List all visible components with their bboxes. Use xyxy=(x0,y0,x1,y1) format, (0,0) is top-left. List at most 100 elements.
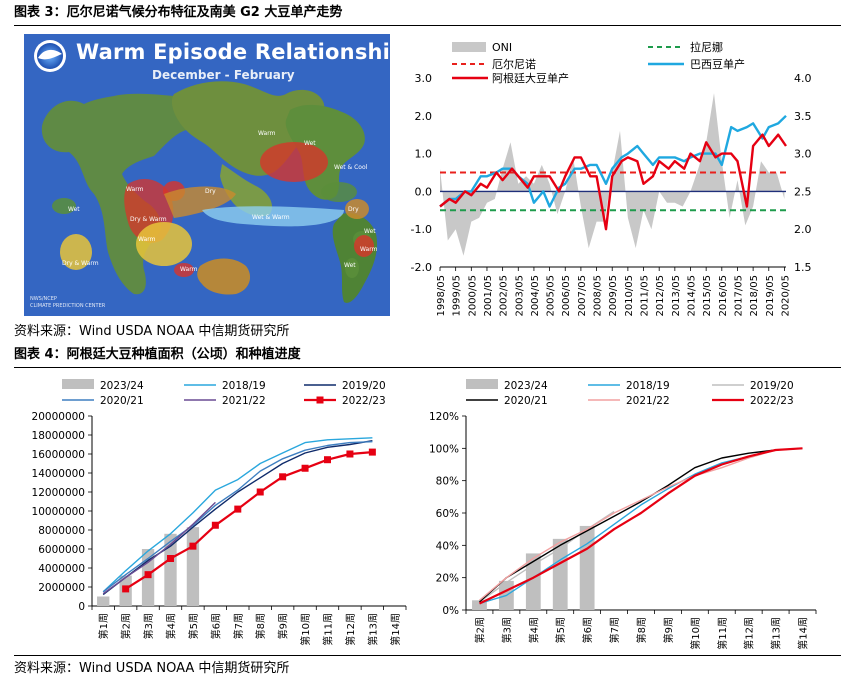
x-tick-label: 2000/05 xyxy=(467,275,478,317)
y-tick-label: 2000000 xyxy=(38,582,85,594)
region-wet-warm-pacific xyxy=(202,206,344,227)
y-left-tick: 0.0 xyxy=(415,185,433,198)
map-title: Warm Episode Relationships xyxy=(76,40,390,64)
region-dry-pacific xyxy=(164,186,236,218)
x-tick-label: 第1周 xyxy=(97,613,110,639)
legend-label: 2019/20 xyxy=(342,380,386,392)
x-tick-label: 第7周 xyxy=(608,617,621,643)
x-tick-label: 2010/05 xyxy=(624,275,635,317)
legend-swatch-oni xyxy=(452,42,486,52)
x-tick-label: 2002/05 xyxy=(499,275,510,317)
x-tick-label: 第8周 xyxy=(635,617,648,643)
map-label-warm-asia: Warm xyxy=(126,186,144,193)
y-tick-label: 4000000 xyxy=(38,563,85,575)
legend-label: 2023/24 xyxy=(100,380,144,392)
marker-2022-23 xyxy=(346,450,354,458)
series-line-2022-23 xyxy=(125,451,373,590)
x-tick-label: 第8周 xyxy=(254,613,267,639)
map-label-dry-warm-africa: Dry & Warm xyxy=(62,260,99,267)
bar-2023-24 xyxy=(552,538,568,610)
series-line-2021-22 xyxy=(102,501,216,595)
figure-3-source: 资料来源：Wind USDA NOAA 中信期货研究所 xyxy=(14,324,290,339)
legend-label: 2023/24 xyxy=(504,380,548,392)
planting-progress-chart: 120% 100% 80% 60% 40% 20% 0% 第2周 第3周 第4周 第5周 第6周 第7周… xyxy=(429,379,817,650)
bar-2023-24 xyxy=(186,527,200,606)
marker-2022-23 xyxy=(368,448,376,456)
series-line-2020-21 xyxy=(102,441,373,593)
x-tick-label: 第3周 xyxy=(500,617,513,643)
region-wet-africa xyxy=(52,198,76,214)
y-tick-label: 8000000 xyxy=(38,525,85,537)
y-tick-label: 120% xyxy=(429,411,459,423)
enso-map: Warm Episode Relationships December - Fe… xyxy=(24,34,390,316)
y-right-tick: 3.5 xyxy=(794,110,812,123)
map-label-dry-warm: Dry & Warm xyxy=(130,216,167,223)
x-tick-label: 第7周 xyxy=(232,613,245,639)
figure-3-title: 图表 3：厄尔尼诺气候分布特征及南美 G2 大豆单产走势 xyxy=(14,5,343,20)
y-right-tick: 1.5 xyxy=(794,261,812,274)
map-label-dry-sa: Dry xyxy=(348,206,359,213)
legend-label: 2020/21 xyxy=(100,395,144,407)
region-dry-warm-australia xyxy=(136,222,192,266)
figure-4-source: 资料来源：Wind USDA NOAA 中信期货研究所 xyxy=(14,661,290,676)
map-label-wet-warm: Wet & Warm xyxy=(252,214,290,221)
y-tick-label: 18000000 xyxy=(32,430,85,442)
x-tick-label: 第3周 xyxy=(142,613,155,639)
x-tick-label: 第14周 xyxy=(389,613,402,646)
y-tick-label: 6000000 xyxy=(38,544,85,556)
y-tick-label: 14000000 xyxy=(32,468,85,480)
bar-2023-24 xyxy=(579,525,595,610)
map-label-wet-sa-south: Wet xyxy=(344,262,356,269)
africa-europe-landmass xyxy=(41,93,190,295)
y-tick-label: 80% xyxy=(436,476,459,488)
legend-label-argentina: 阿根廷大豆单产 xyxy=(492,71,569,85)
y-left-tick: 3.0 xyxy=(415,72,433,85)
marker-2022-23 xyxy=(189,542,197,550)
x-tick-label: 2013/05 xyxy=(671,275,682,317)
x-tick-label: 第4周 xyxy=(165,613,178,639)
legend-label-el-nino: 厄尔尼诺 xyxy=(492,58,536,71)
x-tick-label: 2018/05 xyxy=(749,275,760,317)
x-tick-label: 2012/05 xyxy=(655,275,666,317)
x-tick-label: 2017/05 xyxy=(733,275,744,317)
y-tick-label: 40% xyxy=(436,540,459,552)
marker-2022-23 xyxy=(167,555,174,562)
x-tick-label: 第13周 xyxy=(366,613,379,646)
australia-landmass xyxy=(197,258,251,295)
y-right-tick: 2.5 xyxy=(794,185,812,198)
legend-label: 2021/22 xyxy=(222,395,266,407)
legend-label-la-nina: 拉尼娜 xyxy=(690,40,723,54)
x-tick-label: 第4周 xyxy=(527,617,540,643)
x-tick-label: 第2周 xyxy=(473,617,486,643)
map-label-wet-africa: Wet xyxy=(68,206,80,213)
x-tick-label: 第13周 xyxy=(770,617,783,650)
legend-label-oni: ONI xyxy=(492,41,512,54)
legend-label: 2020/21 xyxy=(504,395,548,407)
x-tick-label: 2006/05 xyxy=(561,275,572,317)
x-tick-label: 第5周 xyxy=(187,613,200,639)
southeast-asia-landmass xyxy=(220,164,273,217)
x-tick-label: 第14周 xyxy=(797,617,810,650)
legend-label: 2018/19 xyxy=(222,380,266,392)
x-tick-label: 第11周 xyxy=(322,613,335,646)
map-label-warm: Warm xyxy=(258,130,276,137)
legend-label-brazil: 巴西豆单产 xyxy=(690,57,745,71)
x-tick-label: 2019/05 xyxy=(765,275,776,317)
bar-2023-24 xyxy=(472,600,487,610)
x-tick-label: 2020/05 xyxy=(780,275,791,317)
x-tick-label: 第12周 xyxy=(344,613,357,646)
legend-label: 2019/20 xyxy=(750,380,794,392)
y-tick-label: 20% xyxy=(436,573,459,585)
x-tick-label: 第12周 xyxy=(743,617,756,650)
region-wet-cool xyxy=(321,182,357,202)
region-warm-north-america xyxy=(260,142,328,182)
series-line-1 xyxy=(439,133,787,231)
legend-label: 2022/23 xyxy=(750,395,794,407)
enso-yield-chart: 3.0 2.0 1.0 0.0 -1.0 -2.0 4.0 3.5 3.0 2.5 2.0 1.5 19… xyxy=(411,40,812,317)
x-tick-label: 2014/05 xyxy=(686,275,697,317)
x-tick-label: 2008/05 xyxy=(593,275,604,317)
marker-2022-23 xyxy=(324,456,331,464)
region-warm-south-america xyxy=(354,235,374,257)
y-tick-label: 12000000 xyxy=(32,487,85,499)
x-tick-label: 第2周 xyxy=(120,613,133,639)
